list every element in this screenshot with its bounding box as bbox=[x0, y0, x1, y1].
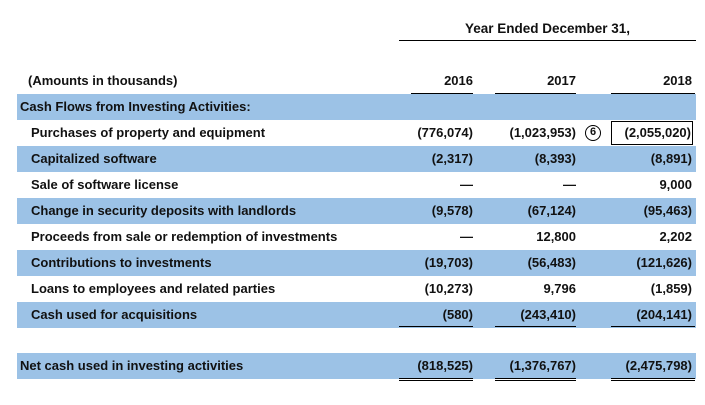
total-2018: (2,475,798) bbox=[625, 358, 693, 373]
table-row: Proceeds from sale or redemption of inve… bbox=[17, 224, 696, 250]
value-2016: — bbox=[460, 177, 473, 192]
value-2018: 2,202 bbox=[659, 229, 692, 244]
subtotal-rule-2018 bbox=[611, 326, 695, 327]
value-2016: (10,273) bbox=[424, 281, 473, 296]
total-2016: (818,525) bbox=[417, 358, 473, 373]
value-2016: (19,703) bbox=[424, 255, 473, 270]
table-row: Contributions to investments (19,703) (5… bbox=[17, 250, 696, 276]
value-2016: (9,578) bbox=[431, 203, 473, 218]
row-label: Cash used for acquisitions bbox=[31, 307, 198, 322]
value-2018: 9,000 bbox=[659, 177, 692, 192]
value-2017: (8,393) bbox=[534, 151, 576, 166]
value-2018: (8,891) bbox=[650, 151, 692, 166]
value-2018: (1,859) bbox=[650, 281, 692, 296]
section-title-row: Cash Flows from Investing Activities: bbox=[17, 94, 696, 120]
row-label: Loans to employees and related parties bbox=[31, 281, 276, 296]
value-2017: (243,410) bbox=[520, 307, 576, 322]
table-row: Change in security deposits with landlor… bbox=[17, 198, 696, 224]
value-2016: (776,074) bbox=[417, 125, 473, 140]
row-label: Capitalized software bbox=[31, 151, 157, 166]
units-label: (Amounts in thousands) bbox=[28, 73, 178, 88]
footnote-marker: 6 bbox=[585, 125, 601, 141]
total-double-rule-2017 bbox=[495, 378, 576, 381]
year-2018-header: 2018 bbox=[663, 73, 692, 88]
value-2018: (121,626) bbox=[636, 255, 692, 270]
year-2017-header: 2017 bbox=[547, 73, 576, 88]
value-2016: (580) bbox=[442, 307, 473, 322]
value-2017: (1,023,953) bbox=[509, 125, 577, 140]
value-2017: (67,124) bbox=[527, 203, 576, 218]
value-2018: (2,055,020) bbox=[624, 125, 692, 140]
subtotal-rule-2017 bbox=[495, 326, 576, 327]
row-label: Contributions to investments bbox=[31, 255, 212, 270]
year-2016-header: 2016 bbox=[444, 73, 473, 88]
value-2018: (95,463) bbox=[643, 203, 692, 218]
value-2018-highlighted: (2,055,020) bbox=[610, 120, 694, 146]
table-row: Capitalized software (2,317) (8,393) (8,… bbox=[17, 146, 696, 172]
subtotal-rule-2016 bbox=[399, 326, 473, 327]
total-double-rule-2018 bbox=[611, 378, 695, 381]
row-label: Change in security deposits with landlor… bbox=[31, 203, 297, 218]
value-2016: — bbox=[460, 229, 473, 244]
total-2017: (1,376,767) bbox=[509, 358, 577, 373]
value-2017: — bbox=[563, 177, 576, 192]
table-row: Loans to employees and related parties (… bbox=[17, 276, 696, 302]
row-label: Purchases of property and equipment bbox=[31, 125, 266, 140]
period-title-rule bbox=[399, 40, 696, 41]
header-rule-2016 bbox=[411, 93, 473, 94]
table-row: Cash used for acquisitions (580) (243,41… bbox=[17, 302, 696, 328]
value-2017: (56,483) bbox=[527, 255, 576, 270]
header-rule-2018 bbox=[611, 93, 695, 94]
value-2018: (204,141) bbox=[636, 307, 692, 322]
value-2017: 9,796 bbox=[543, 281, 576, 296]
row-label: Sale of software license bbox=[31, 177, 179, 192]
total-label: Net cash used in investing activities bbox=[20, 358, 244, 373]
total-double-rule-2016 bbox=[399, 378, 473, 381]
header-rule-2017 bbox=[495, 93, 576, 94]
row-label: Proceeds from sale or redemption of inve… bbox=[31, 229, 338, 244]
period-title: Year Ended December 31, bbox=[464, 21, 631, 36]
header-row: (Amounts in thousands) 2016 2017 2018 bbox=[17, 68, 696, 94]
value-2017: 12,800 bbox=[536, 229, 576, 244]
table-row: Sale of software license — — 9,000 bbox=[17, 172, 696, 198]
total-row: Net cash used in investing activities (8… bbox=[17, 353, 696, 379]
table-row: Purchases of property and equipment (776… bbox=[17, 120, 696, 146]
section-title: Cash Flows from Investing Activities: bbox=[20, 99, 251, 114]
value-2016: (2,317) bbox=[431, 151, 473, 166]
